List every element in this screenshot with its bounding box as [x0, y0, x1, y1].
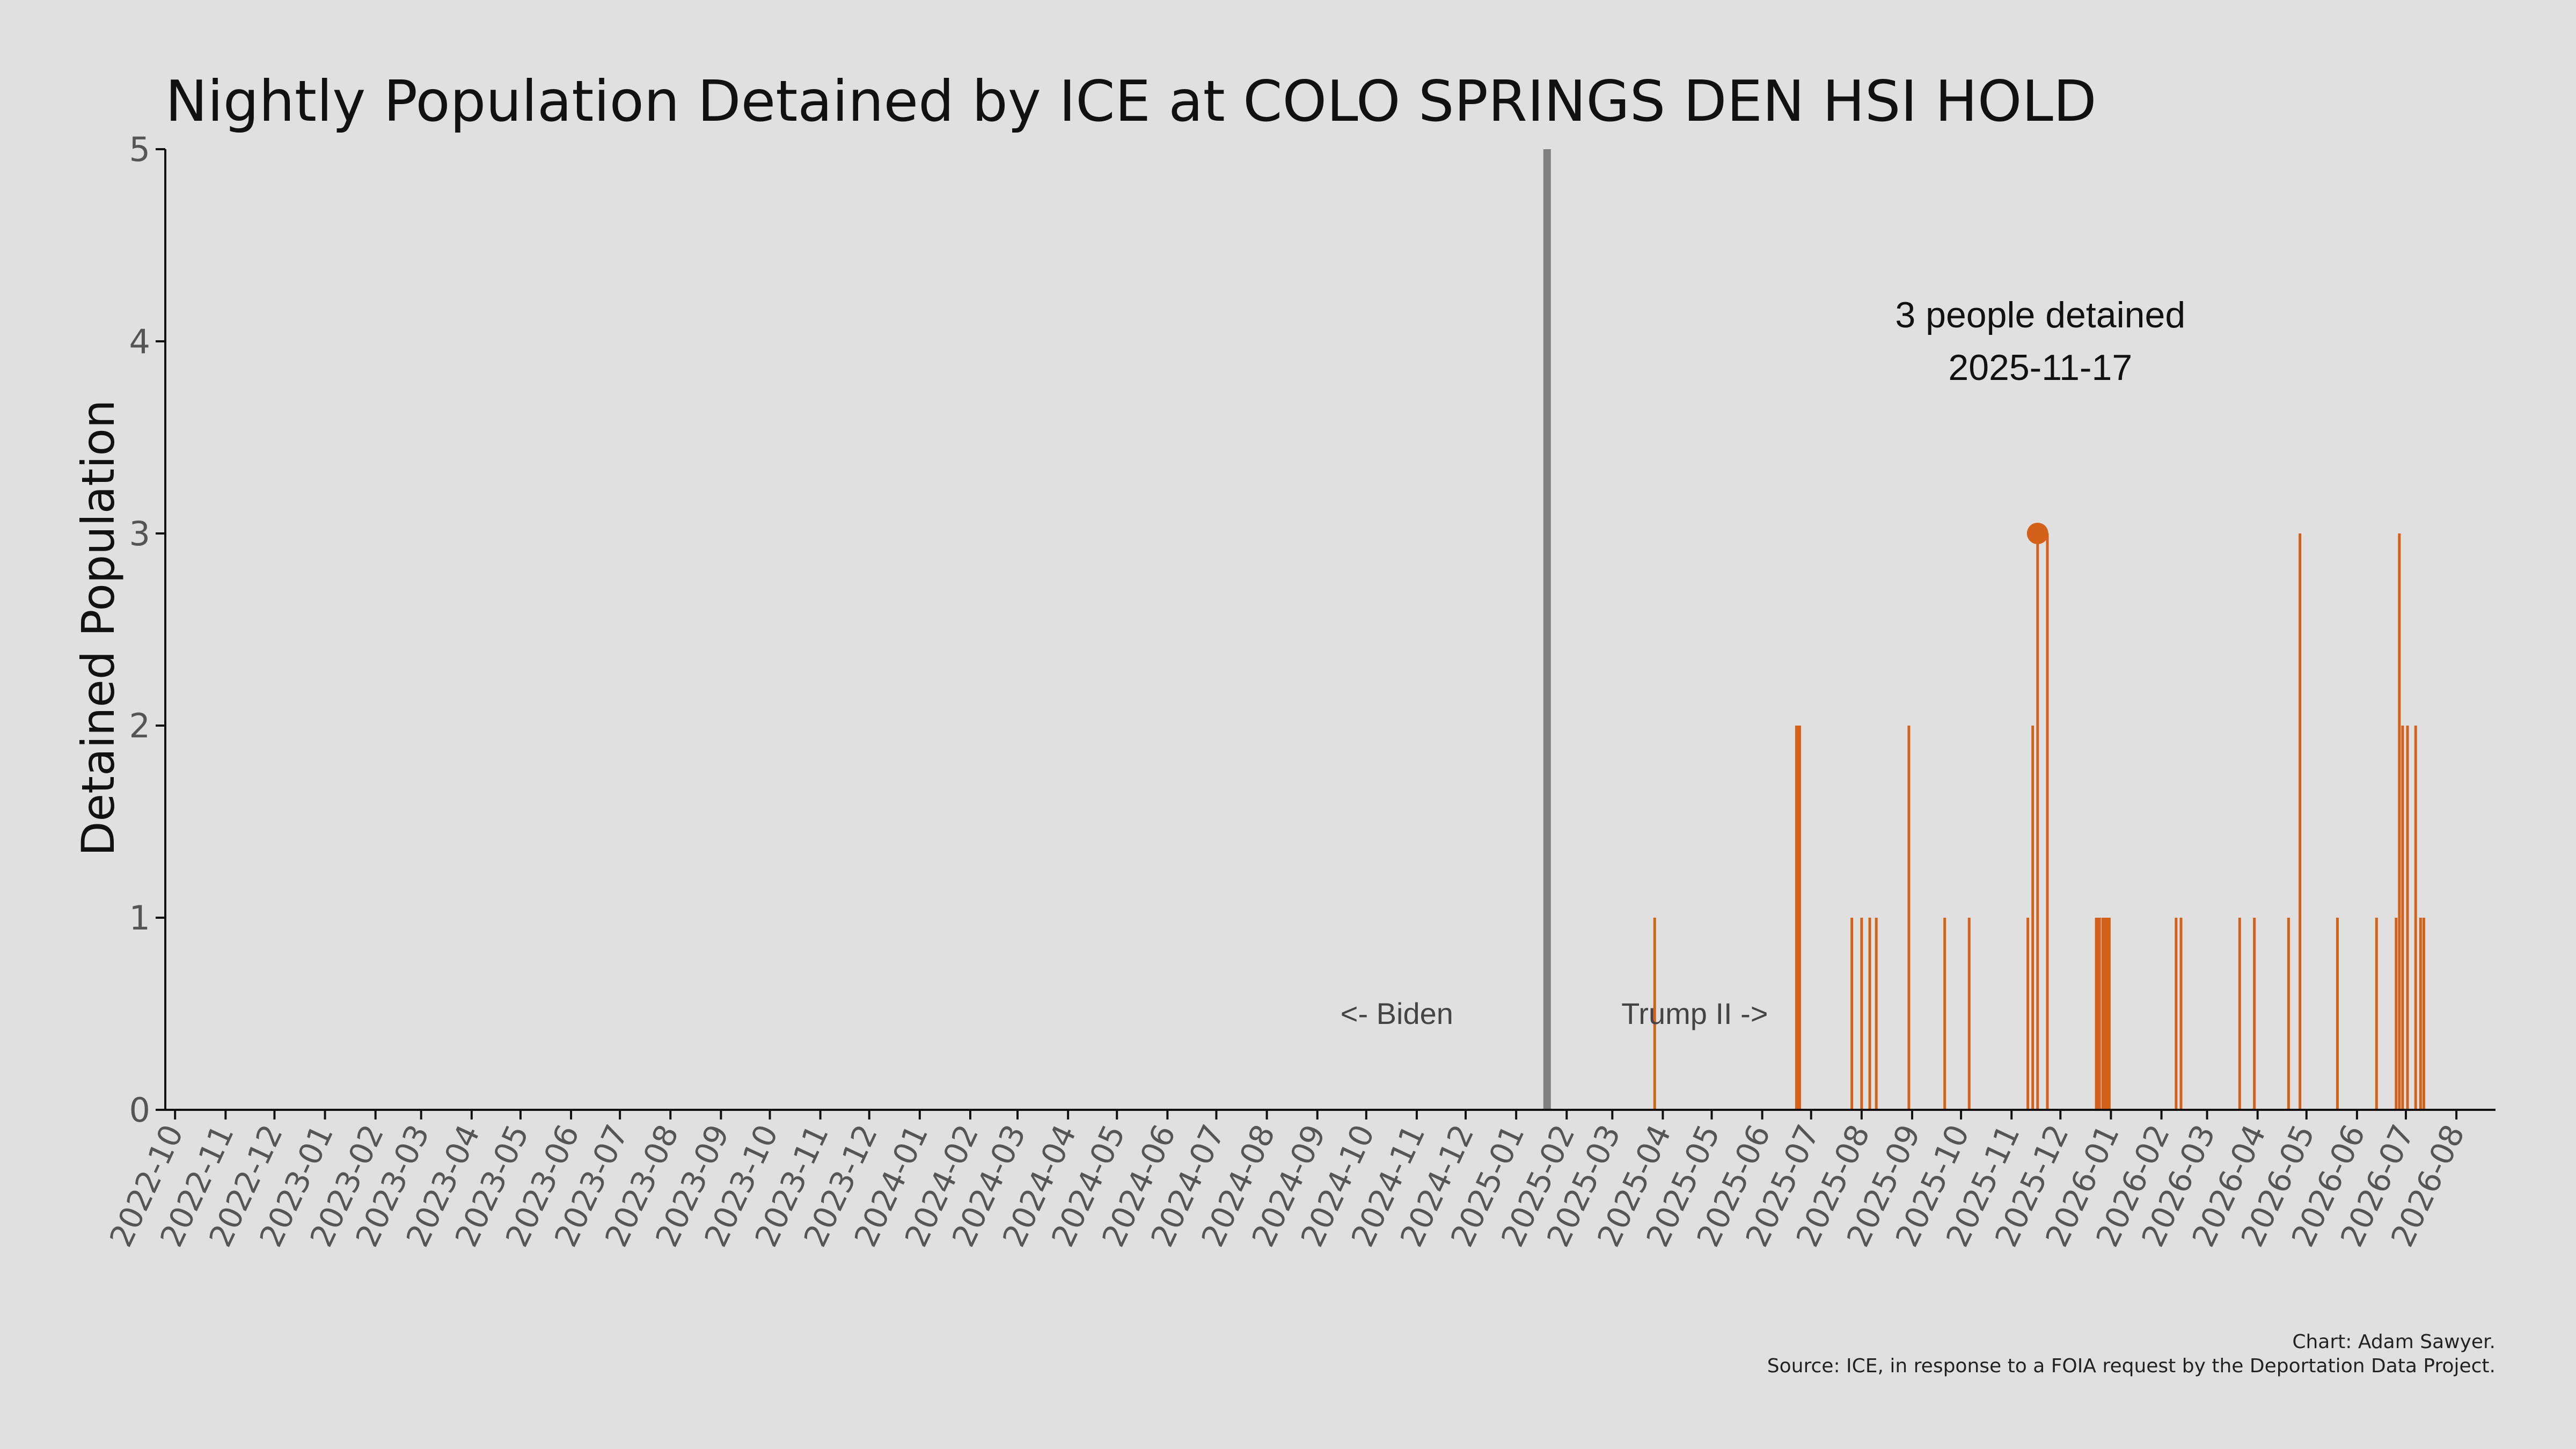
bar — [2299, 533, 2302, 1110]
bar — [2375, 918, 2378, 1110]
bar — [1875, 918, 1878, 1110]
y-tick-label: 0 — [129, 1091, 150, 1130]
y-tick-label: 5 — [129, 130, 150, 169]
highlight-point — [2026, 523, 2048, 544]
bar — [1798, 726, 1801, 1110]
bar — [2095, 918, 2098, 1110]
bar — [2046, 533, 2049, 1110]
bar — [2096, 918, 2099, 1110]
bar — [2031, 726, 2035, 1110]
bar — [2419, 918, 2422, 1110]
bar — [1796, 726, 1799, 1110]
bar — [2098, 918, 2101, 1110]
bar — [2179, 918, 2183, 1110]
bar — [2106, 918, 2109, 1110]
chart-title: Nightly Population Detained by ICE at CO… — [165, 69, 2097, 134]
bars — [1653, 533, 2425, 1110]
bar — [2401, 726, 2404, 1110]
bar — [1850, 918, 1854, 1110]
bar — [1795, 726, 1798, 1110]
bar — [2253, 918, 2256, 1110]
y-axis-ticks: 0 1 2 3 4 5 — [129, 130, 165, 1130]
bar — [2036, 533, 2039, 1110]
credit-author: Chart: Adam Sawyer. — [2292, 1331, 2496, 1353]
bar — [2287, 918, 2290, 1110]
bar — [2238, 918, 2241, 1110]
bar — [1860, 918, 1863, 1110]
bar — [2406, 726, 2409, 1110]
bar — [2398, 533, 2401, 1110]
y-tick-label: 4 — [129, 322, 150, 361]
bar — [2422, 918, 2425, 1110]
bar — [2107, 918, 2111, 1110]
bar — [2103, 918, 2106, 1110]
bar — [1967, 918, 1971, 1110]
bar — [2336, 918, 2339, 1110]
bar — [2026, 918, 2030, 1110]
bar — [2101, 918, 2104, 1110]
x-axis-ticks: 2022-102022-112022-122023-012023-022023-… — [103, 1110, 2472, 1253]
highlight-label-date: 2025-11-17 — [1948, 347, 2132, 388]
era-label-biden: <- Biden — [1341, 997, 1453, 1030]
highlight-label-count: 3 people detained — [1895, 295, 2185, 335]
bar — [1907, 726, 1911, 1110]
bar — [2395, 918, 2398, 1110]
y-tick-label: 2 — [129, 706, 150, 745]
credit-source: Source: ICE, in response to a FOIA reque… — [1767, 1355, 2496, 1377]
y-tick-label: 1 — [129, 898, 150, 938]
bar — [1868, 918, 1871, 1110]
bar — [2104, 918, 2107, 1110]
y-axis-label: Detained Population — [72, 400, 125, 856]
y-tick-label: 3 — [129, 514, 150, 553]
bar — [2175, 918, 2178, 1110]
era-label-trump: Trump II -> — [1621, 997, 1768, 1030]
bar — [1943, 918, 1946, 1110]
bar — [2414, 726, 2417, 1110]
bar — [1653, 918, 1656, 1110]
